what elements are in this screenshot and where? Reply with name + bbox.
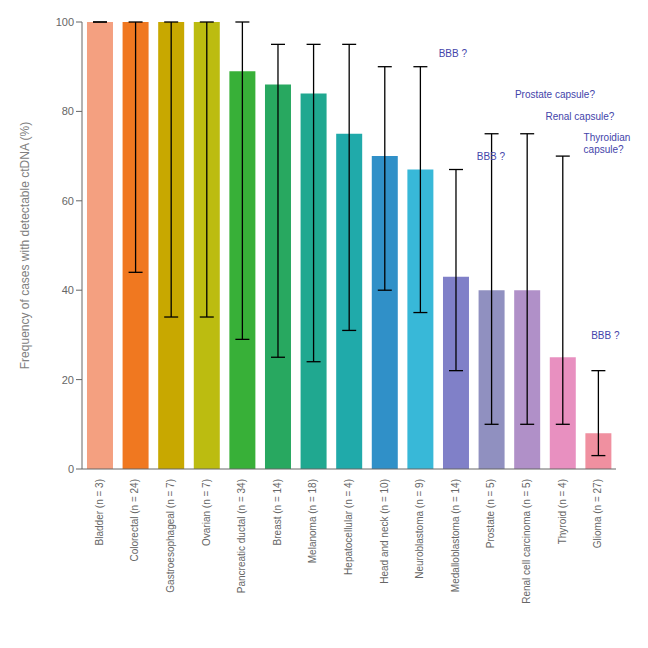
svg-text:Prostate (n = 5): Prostate (n = 5) [486, 479, 497, 548]
svg-text:Head and neck (n = 10): Head and neck (n = 10) [379, 479, 390, 584]
svg-text:Pancreatic ductal (n = 34): Pancreatic ductal (n = 34) [236, 479, 247, 593]
svg-text:Neuroblastoma (n = 9): Neuroblastoma (n = 9) [414, 479, 425, 579]
svg-text:Medalloblastoma (n = 14): Medalloblastoma (n = 14) [450, 479, 461, 592]
svg-text:Breast (n = 14): Breast (n = 14) [272, 479, 283, 545]
svg-text:80: 80 [62, 105, 74, 117]
svg-text:BBB ?: BBB ? [591, 329, 620, 340]
svg-text:BBB ?: BBB ? [439, 48, 468, 59]
svg-text:Thyroid (n = 4): Thyroid (n = 4) [557, 479, 568, 544]
svg-text:Colorectal (n = 24): Colorectal (n = 24) [130, 479, 141, 562]
svg-text:Frequency of cases with detect: Frequency of cases with detectable ctDNA… [18, 122, 32, 369]
svg-text:Thyroidiancapsule?: Thyroidiancapsule? [584, 131, 631, 154]
svg-text:Hepatocellular (n = 4): Hepatocellular (n = 4) [343, 479, 354, 575]
svg-text:Glioma (n = 27): Glioma (n = 27) [592, 479, 603, 548]
svg-text:Prostate capsule?: Prostate capsule? [515, 88, 595, 99]
svg-text:BBB ?: BBB ? [477, 151, 506, 162]
svg-text:Gastroesophageal (n = 7): Gastroesophageal (n = 7) [165, 479, 176, 593]
svg-text:Ovarian (n = 7): Ovarian (n = 7) [201, 479, 212, 546]
svg-text:0: 0 [68, 463, 74, 475]
svg-text:Bladder (n = 3): Bladder (n = 3) [94, 479, 105, 545]
svg-text:20: 20 [62, 374, 74, 386]
svg-text:60: 60 [62, 195, 74, 207]
svg-text:40: 40 [62, 284, 74, 296]
svg-text:Renal cell carcinoma (n = 5): Renal cell carcinoma (n = 5) [521, 479, 532, 604]
svg-text:Melanoma (n = 18): Melanoma (n = 18) [308, 479, 319, 563]
svg-text:100: 100 [56, 16, 74, 28]
svg-text:Renal capsule?: Renal capsule? [545, 110, 614, 121]
